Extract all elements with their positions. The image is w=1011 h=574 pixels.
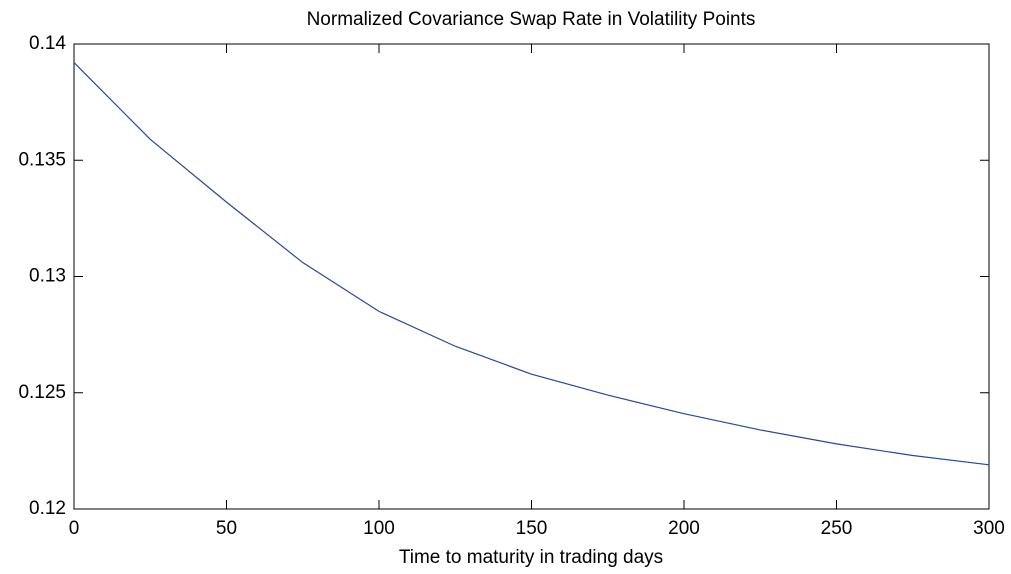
y-tick-label: 0.12 [29,498,66,519]
y-tick-label: 0.135 [18,149,66,170]
x-tick-label: 100 [363,518,395,539]
x-tick-label: 200 [668,518,700,539]
x-tick-label: 50 [216,518,237,539]
x-tick-label: 150 [516,518,548,539]
y-tick-label: 0.125 [18,382,66,403]
x-axis-label: Time to maturity in trading days [399,547,663,568]
plot-frame [73,43,990,510]
x-tick-label: 250 [821,518,853,539]
x-tick-label: 0 [69,518,80,539]
y-tick-label: 0.13 [29,266,66,287]
x-tick-label: 300 [973,518,1005,539]
data-line [73,62,990,466]
chart-title: Normalized Covariance Swap Rate in Volat… [307,9,756,30]
y-tick-label: 0.14 [29,33,66,54]
